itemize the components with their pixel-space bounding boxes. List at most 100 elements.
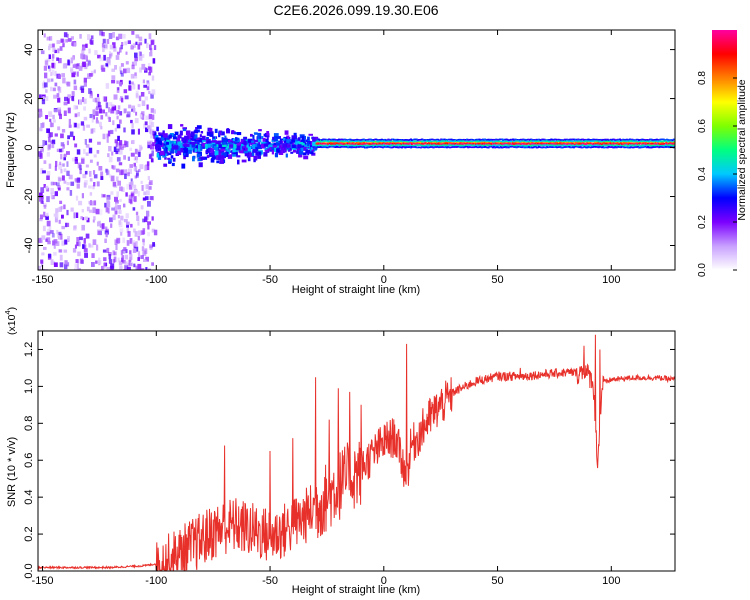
spectrogram-cell: [557, 138, 560, 141]
spectrogram-cell: [48, 163, 52, 169]
spectrogram-cell: [64, 260, 68, 265]
spectrogram-cell: [421, 138, 424, 141]
y-tick-label: -40: [23, 238, 35, 254]
spectrogram-cell: [252, 135, 255, 140]
spectrogram-cell: [253, 155, 258, 161]
spectrogram-cell: [517, 146, 520, 148]
spectrogram-cell: [652, 139, 655, 141]
spectrogram-cell: [163, 141, 167, 144]
spectrogram-cell: [120, 63, 124, 67]
spectrogram-cell: [368, 144, 371, 147]
spectrogram-cell: [603, 141, 606, 144]
spectrogram-cell: [84, 99, 87, 104]
spectrogram-cell: [411, 145, 414, 147]
spectrogram-cell: [38, 108, 43, 112]
spectrogram-cell: [493, 143, 496, 146]
spectrogram-cell: [168, 135, 172, 139]
spectrogram-cell: [190, 138, 193, 141]
spectrogram-cell: [595, 140, 598, 142]
spectrogram-cell: [92, 219, 95, 223]
spectrogram-cell: [47, 65, 51, 69]
spectrogram-cell: [299, 140, 303, 144]
spectrogram-cell: [372, 140, 375, 143]
spectrogram-cell: [146, 161, 150, 166]
spectrogram-cell: [652, 145, 655, 147]
spectrogram-cell: [131, 61, 135, 66]
spectrogram-cell: [75, 105, 78, 110]
spectrogram-cell: [189, 142, 193, 145]
spectrogram-cell: [484, 145, 487, 148]
spectrogram-cell: [114, 65, 117, 70]
spectrogram-cell: [329, 140, 332, 143]
spectrogram-cell: [221, 143, 225, 146]
spectrogram-cell: [127, 172, 130, 177]
spectrogram-cell: [57, 48, 60, 54]
spectrogram-cell: [607, 140, 610, 143]
spectrogram-cell: [146, 104, 149, 110]
spectrogram-cell: [126, 67, 131, 73]
spectrogram-cell: [473, 141, 477, 144]
spectrogram-cell: [289, 141, 293, 144]
spectrogram-cell: [297, 138, 301, 141]
spectrogram-cell: [500, 138, 504, 141]
spectrogram-cell: [110, 130, 113, 134]
spectrogram-cell: [218, 149, 223, 153]
y-tick-label: 0: [23, 144, 35, 150]
spectrogram-cell: [51, 62, 55, 68]
spectrogram-cell: [134, 175, 137, 179]
spectrogram-cell: [106, 137, 109, 143]
spectrogram-cell: [382, 146, 386, 148]
spectrogram-cell: [133, 242, 136, 249]
spectrogram-cell: [96, 100, 99, 107]
spectrogram-cell: [517, 141, 520, 144]
spectrogram-cell: [187, 147, 192, 150]
spectrogram-cell: [358, 145, 361, 147]
spectrogram-cell: [513, 139, 516, 142]
spectrogram-cell: [534, 145, 537, 148]
spectrogram-cell: [56, 148, 60, 152]
spectrogram-cell: [566, 140, 569, 142]
spectrogram-cell: [287, 148, 291, 152]
spectrogram-cell: [183, 148, 188, 153]
spectrogram-cell: [657, 142, 660, 145]
spectrogram-cell: [265, 138, 268, 142]
spectrogram-cell: [133, 43, 136, 48]
spectrogram-cell: [130, 178, 133, 184]
spectrogram-cell: [667, 145, 670, 148]
spectrogram-cell: [143, 84, 147, 88]
spectrogram-cell: [192, 156, 195, 162]
spectrogram-cell: [233, 151, 238, 157]
spectrogram-cell: [108, 107, 111, 113]
spectrogram-cell: [116, 51, 120, 55]
spectrogram-cell: [64, 239, 68, 245]
spectrogram-cell: [589, 144, 592, 146]
spectrogram-cell: [551, 146, 554, 148]
spectrogram-cell: [402, 140, 405, 143]
spectrogram-cell: [137, 191, 140, 197]
spectrogram-cell: [59, 262, 64, 268]
spectrogram-cell: [81, 193, 84, 199]
spectrogram-cell: [566, 144, 569, 147]
spectrogram-cell: [444, 142, 447, 145]
spectrogram-cell: [382, 139, 386, 141]
spectrogram-cell: [60, 153, 63, 160]
spectrogram-cell: [201, 135, 206, 141]
spectrogram-cell: [110, 223, 113, 228]
spectrogram-cell: [223, 143, 226, 146]
spectrogram-cell: [521, 145, 524, 147]
spectrogram-cell: [440, 141, 443, 143]
spectrogram-cell: [137, 128, 140, 135]
spectrogram-cell: [137, 84, 140, 90]
spectrogram-cell: [89, 178, 93, 182]
spectrogram-cell: [182, 128, 187, 132]
spectrogram-cell: [66, 161, 69, 167]
spectrogram-cell: [123, 203, 126, 208]
spectrogram-cell: [147, 201, 151, 207]
spectrogram-cell: [106, 133, 109, 138]
spectrogram-cell: [179, 130, 183, 136]
spectrogram-cell: [473, 146, 477, 148]
spectrogram-cell: [484, 141, 487, 144]
spectrogram-cell: [469, 146, 472, 148]
spectrogram-cell: [488, 139, 491, 141]
spectrogram-cell: [128, 194, 133, 201]
